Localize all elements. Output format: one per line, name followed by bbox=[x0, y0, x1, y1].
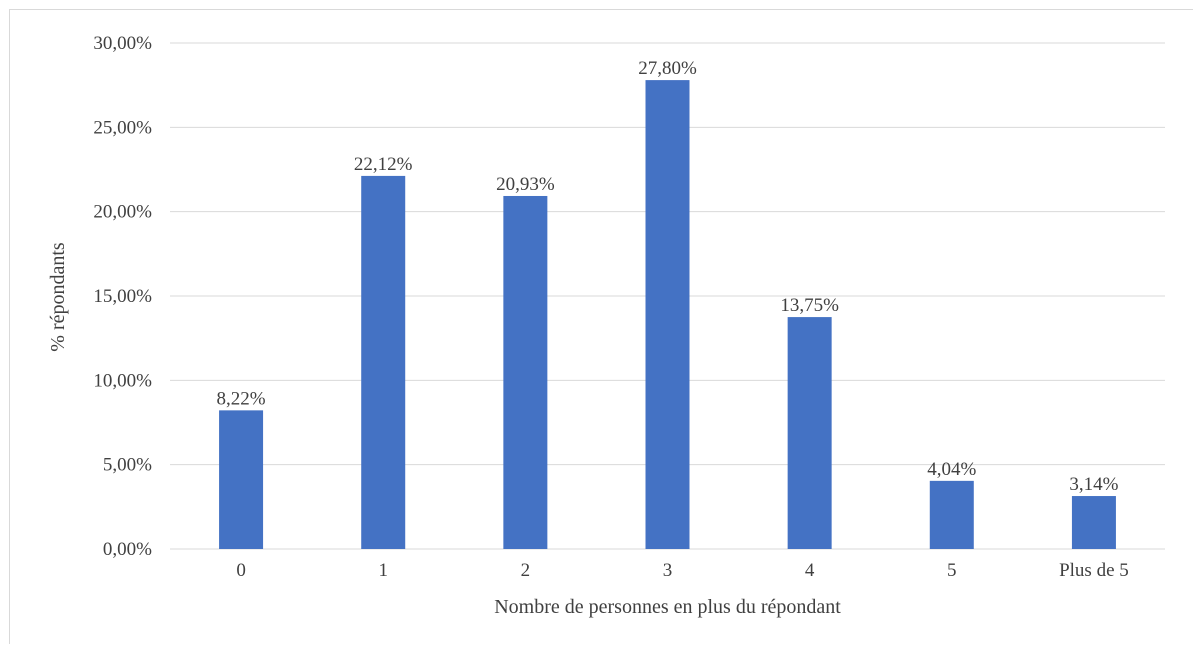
bars bbox=[219, 80, 1116, 550]
data-label: 13,75% bbox=[780, 295, 839, 316]
y-tick-label: 30,00% bbox=[93, 33, 152, 54]
data-label: 3,14% bbox=[1069, 474, 1118, 495]
bar-4 bbox=[787, 317, 832, 549]
y-tick-label: 20,00% bbox=[93, 202, 152, 223]
x-tick-label: 5 bbox=[947, 560, 957, 581]
data-label: 8,22% bbox=[217, 388, 266, 409]
y-tick-labels: 0,00% 5,00% 10,00% 15,00% 20,00% 25,00% 30,00% bbox=[93, 33, 152, 560]
y-tick-label: 0,00% bbox=[103, 539, 152, 560]
x-axis-title: Nombre de personnes en plus du répondant bbox=[494, 596, 841, 618]
x-tick-labels: 0 1 2 3 4 5 Plus de 5 bbox=[236, 560, 1128, 581]
y-tick-label: 15,00% bbox=[93, 286, 152, 307]
y-tick-label: 25,00% bbox=[93, 117, 152, 138]
data-labels: 8,22% 22,12% 20,93% 27,80% 13,75% 4,04% 3,14% bbox=[217, 58, 1119, 495]
data-label: 22,12% bbox=[354, 154, 413, 175]
bar-plus-de-5 bbox=[1071, 496, 1116, 549]
bar-3 bbox=[645, 80, 690, 550]
chart-frame bbox=[9, 9, 1193, 644]
data-label: 4,04% bbox=[927, 459, 976, 480]
bar-0 bbox=[219, 410, 264, 549]
x-tick-label: 3 bbox=[663, 560, 673, 581]
bar-1 bbox=[361, 175, 406, 549]
y-axis-title: % répondants bbox=[47, 242, 69, 352]
x-tick-label: 4 bbox=[805, 560, 815, 581]
x-tick-label: 2 bbox=[521, 560, 531, 581]
bar-5 bbox=[929, 480, 974, 549]
x-tick-label: Plus de 5 bbox=[1059, 560, 1129, 581]
data-label: 27,80% bbox=[638, 58, 697, 79]
y-tick-label: 10,00% bbox=[93, 370, 152, 391]
x-tick-label: 0 bbox=[236, 560, 246, 581]
data-label: 20,93% bbox=[496, 174, 555, 195]
x-tick-label: 1 bbox=[378, 560, 388, 581]
y-tick-label: 5,00% bbox=[103, 455, 152, 476]
bar-2 bbox=[503, 195, 548, 550]
